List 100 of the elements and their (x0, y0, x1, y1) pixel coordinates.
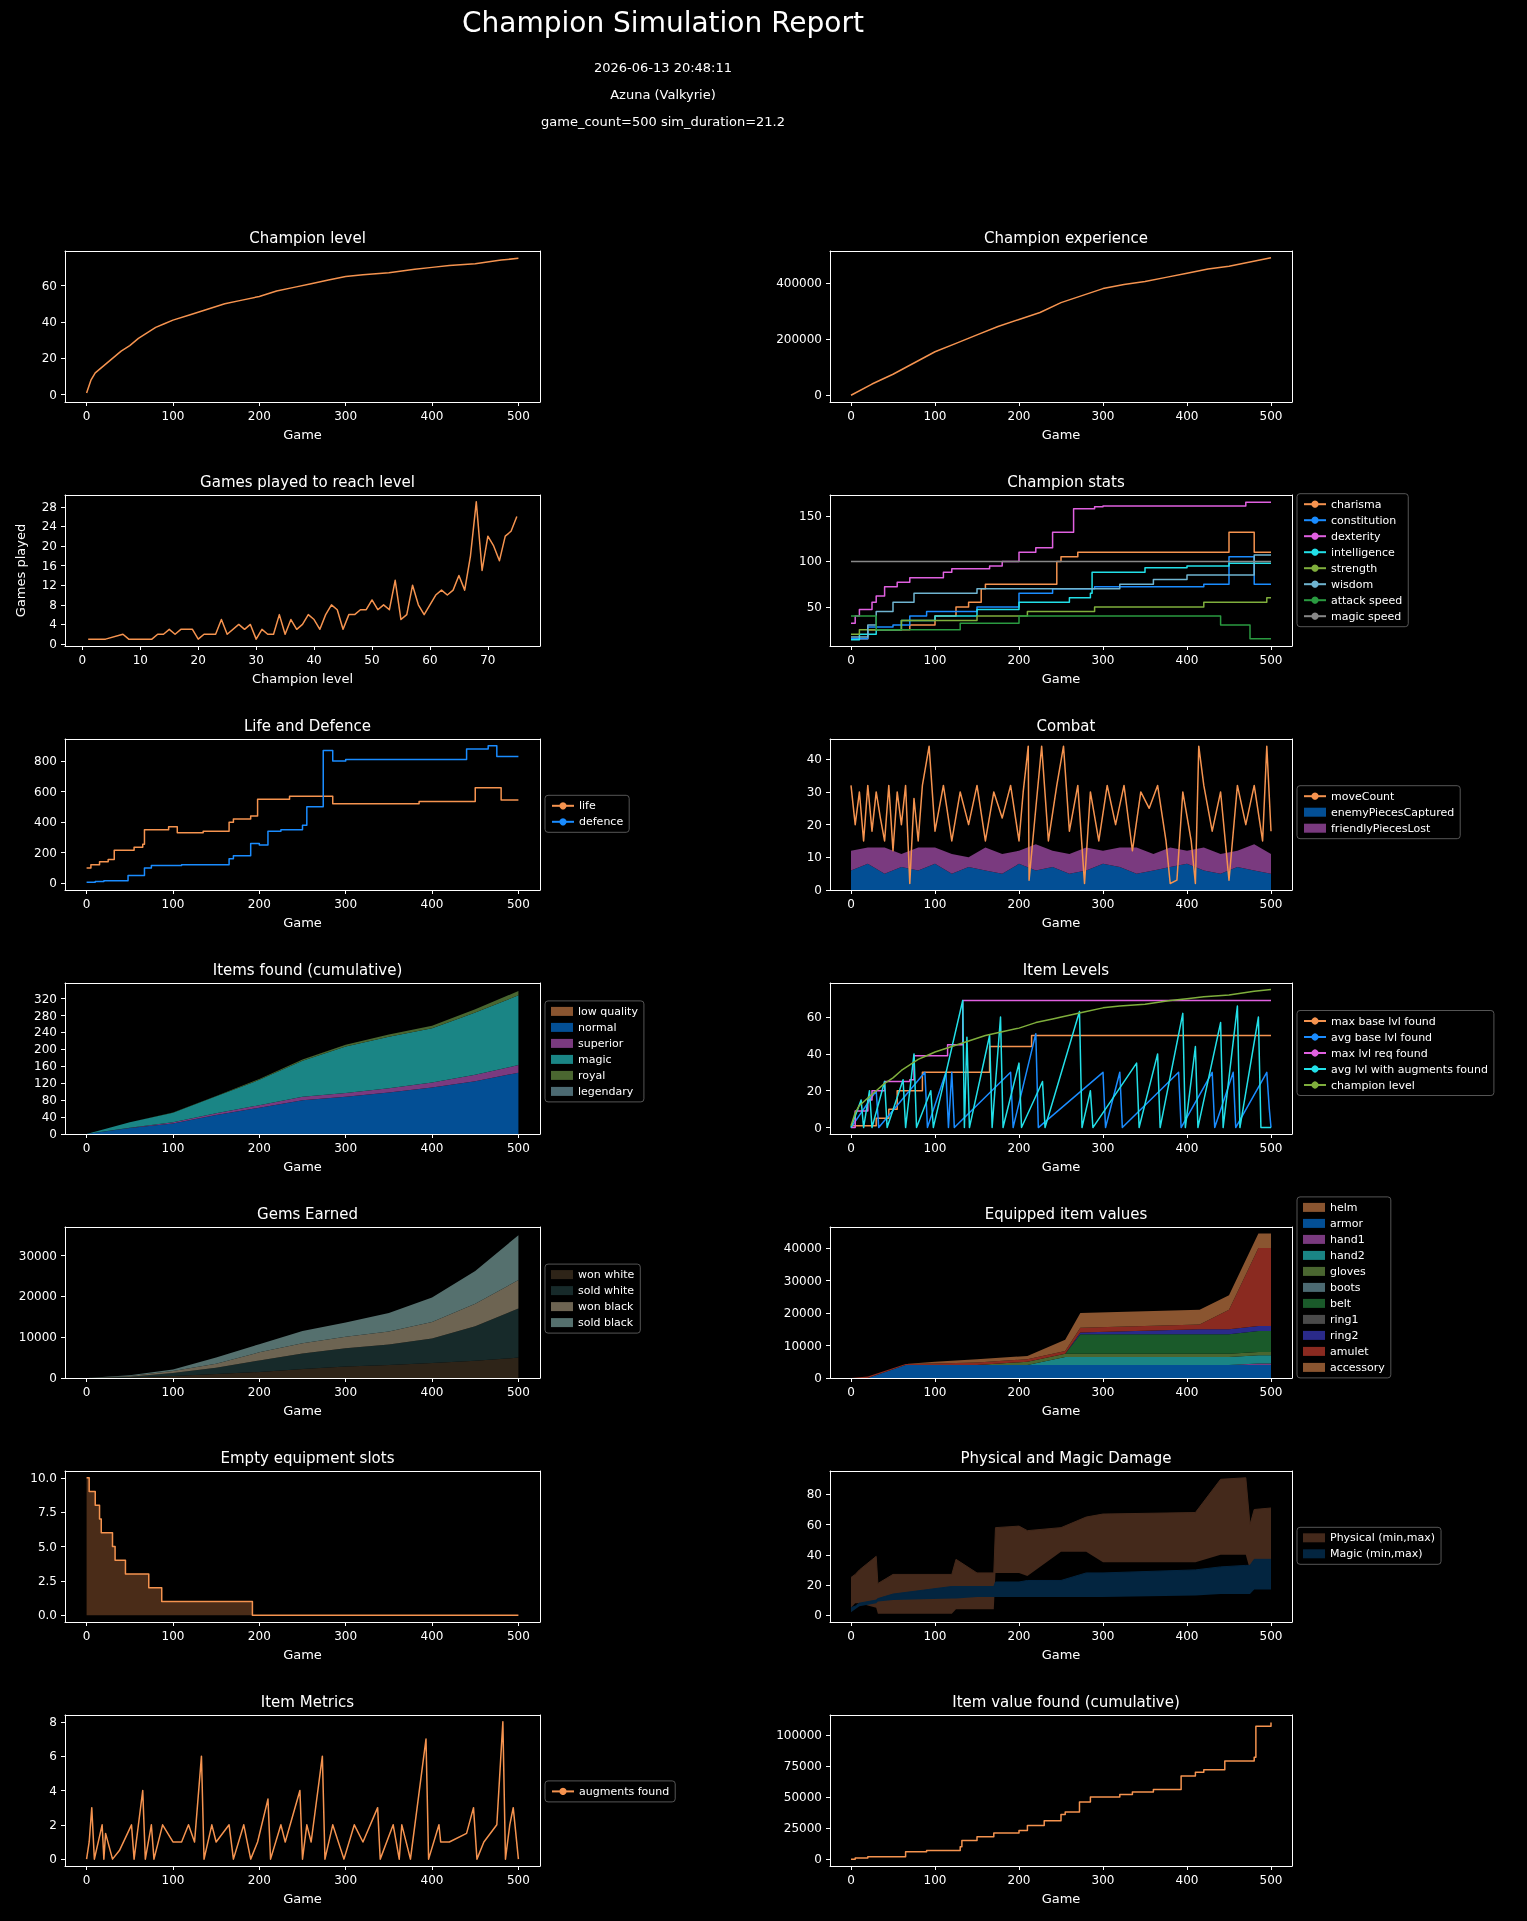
y-tick-label: 30000 (783, 1273, 822, 1288)
y-tick-label: 28 (41, 499, 57, 514)
legend-label: superior (578, 1036, 624, 1050)
x-tick-label: 300 (1091, 1629, 1115, 1643)
chart-title: Item Metrics (260, 1692, 355, 1711)
x-axis-title: Game (283, 1403, 322, 1418)
legend-label: ring1 (1330, 1312, 1359, 1326)
x-tick-label: 200 (1007, 653, 1031, 667)
chart-title: Item value found (cumulative) (952, 1692, 1180, 1711)
y-tick-label: 80 (41, 1093, 57, 1108)
y-tick-label: 0 (814, 1852, 822, 1867)
legend-label: helm (1330, 1200, 1358, 1214)
x-tick-label: 500 (506, 1141, 530, 1155)
x-tick-label: 200 (1007, 897, 1031, 911)
y-tick-label: 0.0 (37, 1608, 57, 1623)
y-tick-label: 24 (41, 519, 57, 534)
x-tick-label: 500 (506, 409, 530, 423)
x-tick-label: 0 (847, 1385, 855, 1399)
x-tick-label: 200 (1007, 1385, 1031, 1399)
y-tick-label: 2.5 (37, 1573, 57, 1588)
x-tick-label: 300 (1091, 1141, 1115, 1155)
x-tick-label: 0 (82, 409, 91, 423)
chart-title: Physical and Magic Damage (960, 1448, 1172, 1467)
x-tick-label: 400 (420, 1873, 444, 1887)
x-tick-label: 300 (334, 1385, 358, 1399)
y-tick-label: 30 (806, 784, 822, 799)
y-tick-label: 200000 (776, 332, 822, 347)
x-tick-label: 200 (247, 1629, 271, 1643)
legend-label: champion level (1331, 1078, 1415, 1092)
legend-label: life (579, 799, 596, 813)
legend-label: sold black (578, 1316, 634, 1330)
x-tick-label: 0 (847, 1141, 855, 1155)
legend-label: attack speed (1331, 593, 1403, 607)
x-tick-label: 200 (1007, 409, 1031, 423)
y-tick-label: 40 (806, 752, 822, 767)
y-tick-label: 0 (814, 388, 822, 403)
y-tick-label: 400 (34, 815, 57, 830)
x-axis-title: Game (283, 915, 322, 930)
y-tick-label: 40000 (783, 1241, 822, 1256)
chart-title: Items found (cumulative) (212, 960, 403, 979)
y-tick-label: 60 (41, 278, 57, 293)
y-tick-label: 4 (49, 1783, 57, 1798)
x-tick-label: 100 (161, 1873, 185, 1887)
line-series (850, 745, 1272, 885)
x-tick-label: 400 (1175, 409, 1199, 423)
x-tick-label: 300 (1091, 1385, 1115, 1399)
x-tick-label: 0 (847, 409, 855, 423)
legend-label: max base lvl found (1331, 1014, 1436, 1028)
y-tick-label: 40 (41, 1110, 57, 1125)
y-tick-label: 10.0 (30, 1470, 57, 1485)
x-tick-label: 100 (161, 409, 185, 423)
x-tick-label: 500 (1259, 1873, 1283, 1887)
y-tick-label: 20 (806, 817, 822, 832)
x-tick-label: 400 (1175, 897, 1199, 911)
x-tick-label: 400 (420, 897, 444, 911)
legend-label: magic (578, 1052, 612, 1066)
x-tick-label: 100 (161, 897, 185, 911)
legend-label: boots (1330, 1280, 1361, 1294)
x-tick-label: 300 (334, 1629, 358, 1643)
legend-label: sold white (578, 1284, 635, 1298)
y-tick-label: 6 (49, 1749, 57, 1764)
y-tick-label: 50 (806, 599, 822, 614)
x-axis-title: Game (1041, 1159, 1081, 1174)
x-tick-label: 100 (161, 1141, 185, 1155)
x-tick-label: 0 (847, 897, 855, 911)
y-tick-label: 5.0 (37, 1539, 57, 1554)
x-tick-label: 400 (420, 1385, 444, 1399)
y-tick-label: 20 (806, 1578, 822, 1593)
x-tick-label: 70 (480, 653, 496, 667)
legend-label: wisdom (1331, 577, 1374, 591)
x-tick-label: 400 (420, 1141, 444, 1155)
legend-label: gloves (1330, 1264, 1367, 1278)
chart-title: Equipped item values (984, 1204, 1148, 1223)
chart-title: Life and Defence (243, 716, 372, 735)
y-tick-label: 16 (41, 558, 57, 573)
x-axis-title: Game (1041, 915, 1081, 930)
chart-title: Champion level (249, 228, 366, 247)
y-tick-label: 40 (41, 314, 57, 329)
legend-label: low quality (578, 1004, 639, 1018)
x-tick-label: 20 (190, 653, 206, 667)
x-tick-label: 500 (1259, 1141, 1283, 1155)
x-tick-label: 200 (247, 1385, 271, 1399)
x-tick-label: 30 (248, 653, 264, 667)
y-tick-label: 0 (814, 1120, 822, 1135)
x-tick-label: 100 (923, 1141, 947, 1155)
y-tick-label: 40 (806, 1046, 822, 1061)
y-tick-label: 0 (49, 1371, 57, 1385)
y-tick-label: 25000 (783, 1821, 822, 1836)
y-tick-label: 200 (34, 845, 57, 860)
x-tick-label: 0 (82, 1385, 91, 1399)
x-axis-title: Game (1041, 1891, 1081, 1906)
legend-label: ring2 (1330, 1328, 1359, 1342)
x-tick-label: 500 (1259, 897, 1283, 911)
x-tick-label: 300 (334, 409, 358, 423)
x-tick-label: 100 (923, 1873, 947, 1887)
legend-label: avg base lvl found (1331, 1030, 1433, 1044)
y-tick-label: 0 (49, 387, 57, 402)
y-tick-label: 60 (806, 1010, 822, 1025)
x-tick-label: 0 (847, 1629, 855, 1643)
y-tick-label: 20 (41, 351, 57, 366)
